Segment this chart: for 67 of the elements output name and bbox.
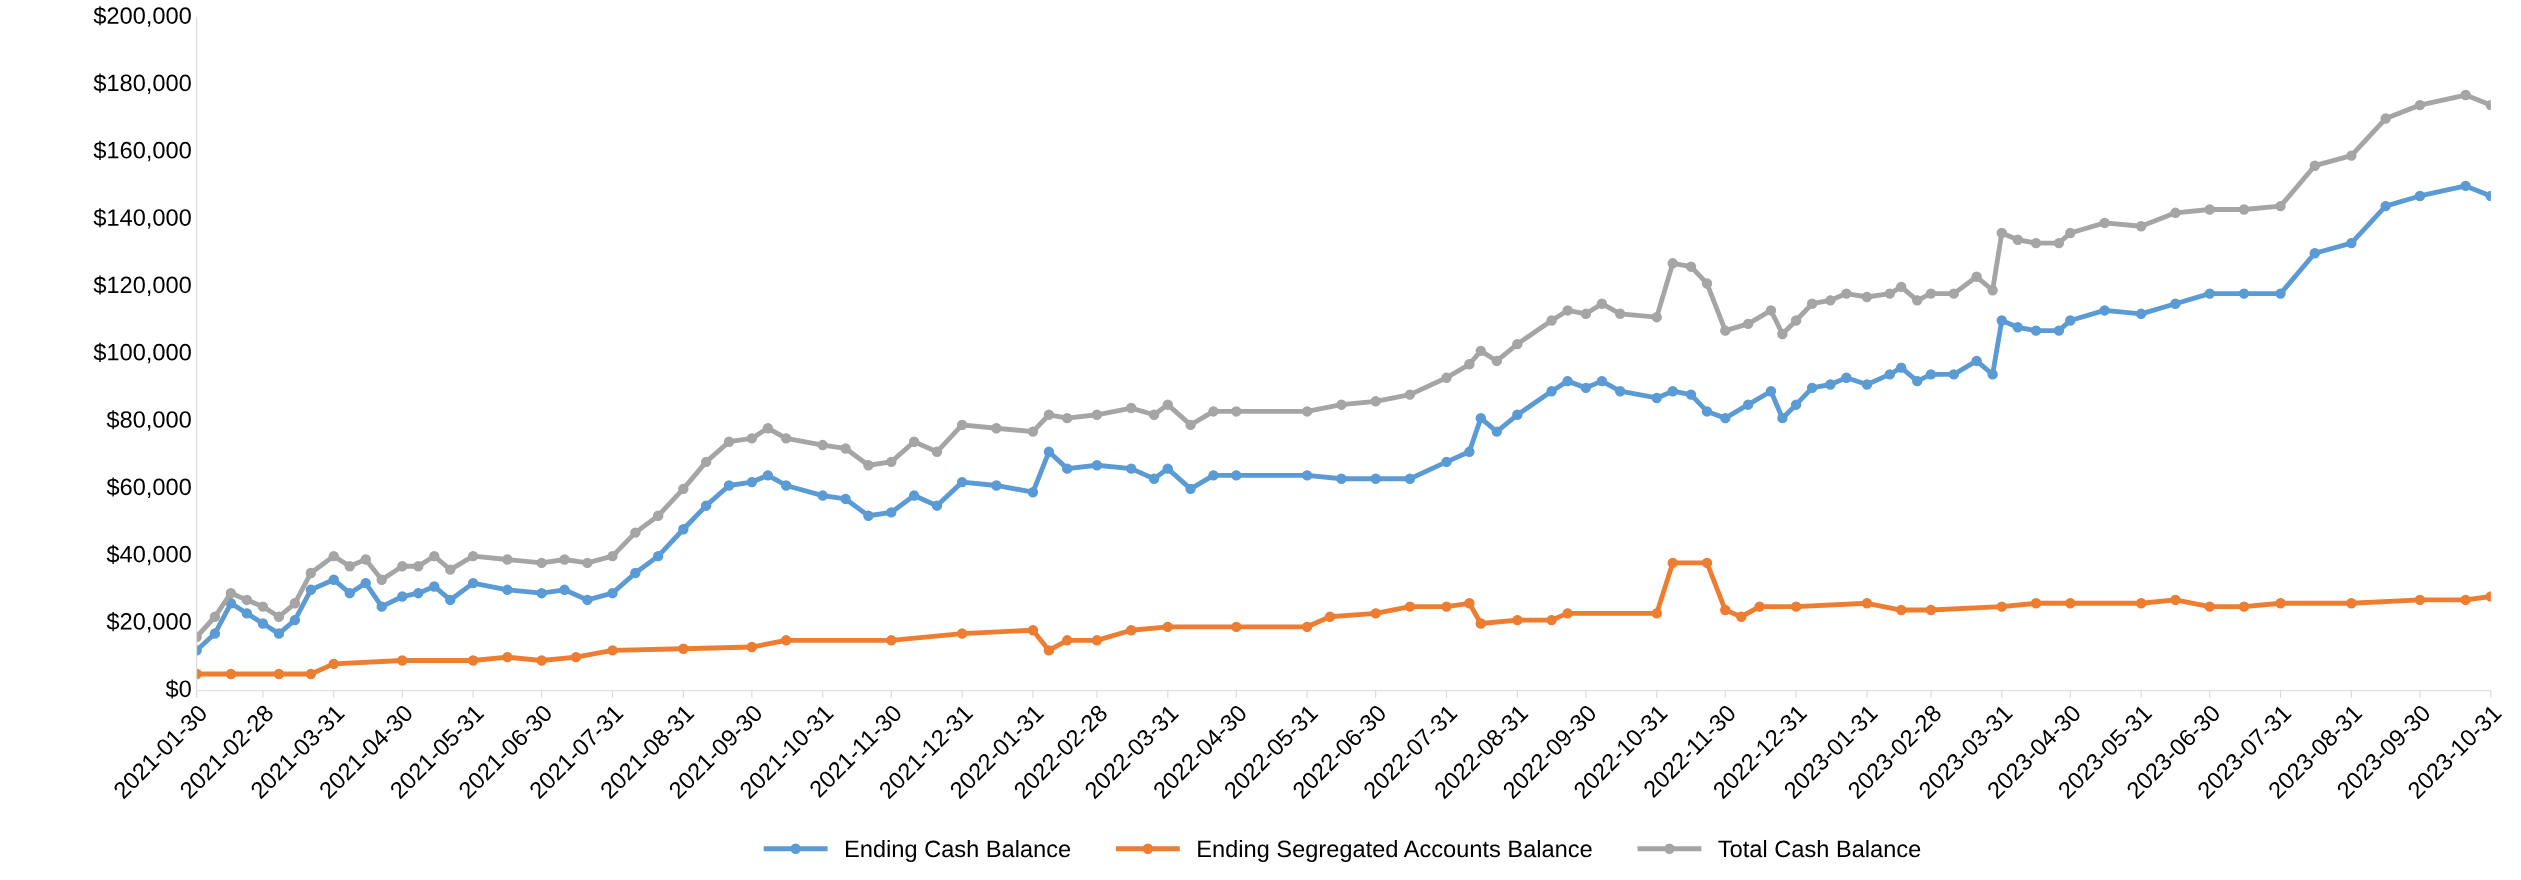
point <box>570 651 582 663</box>
point <box>1896 604 1907 616</box>
legend-label: Ending Segregated Accounts Balance <box>1198 839 1592 862</box>
point <box>225 668 237 680</box>
point <box>328 658 339 670</box>
point <box>2065 598 2076 609</box>
y-tick-label: $140,000 <box>93 208 191 229</box>
point <box>1754 601 1765 612</box>
point <box>397 655 408 666</box>
point <box>1301 621 1313 633</box>
point <box>273 668 285 680</box>
point <box>780 635 792 646</box>
y-tick-label: $180,000 <box>93 73 191 95</box>
point <box>2030 598 2042 609</box>
point <box>678 643 689 654</box>
point <box>956 628 968 639</box>
point <box>467 655 479 666</box>
point <box>1701 557 1713 569</box>
y-tick-label: $160,000 <box>93 140 191 162</box>
point <box>1091 635 1103 646</box>
point <box>1475 618 1487 629</box>
point <box>1324 611 1336 622</box>
y-tick-label: $80,000 <box>106 410 191 431</box>
point <box>1441 601 1452 612</box>
point <box>1062 635 1073 646</box>
point <box>1861 598 1873 609</box>
y-tick-label: $120,000 <box>93 275 191 297</box>
point <box>746 641 758 653</box>
point <box>1667 557 1678 569</box>
point <box>1651 608 1662 619</box>
point <box>1925 604 1937 616</box>
point <box>1027 625 1039 636</box>
point <box>1370 608 1381 619</box>
point <box>1562 608 1573 619</box>
point <box>1404 601 1416 612</box>
y-tick-label: $100,000 <box>93 342 191 364</box>
point <box>536 655 547 666</box>
point <box>2346 598 2357 609</box>
point <box>1125 625 1137 636</box>
point <box>1736 611 1747 622</box>
point <box>1546 614 1557 626</box>
point <box>1790 601 1802 612</box>
point <box>1231 621 1242 633</box>
point <box>607 645 618 656</box>
y-tick-label: $0 <box>165 679 191 699</box>
point <box>305 668 317 680</box>
point <box>1464 598 1475 609</box>
y-tick-label: $40,000 <box>106 544 191 566</box>
point <box>502 651 513 663</box>
point <box>1720 604 1731 616</box>
legend-label: Ending Cash Balance <box>846 839 1071 862</box>
point <box>1043 645 1055 656</box>
point <box>2204 601 2215 612</box>
y-tick-label: $20,000 <box>106 612 191 633</box>
point <box>2460 594 2471 606</box>
point <box>1996 601 2007 612</box>
y-tick-label: $200,000 <box>93 6 191 27</box>
point <box>1512 614 1523 626</box>
y-tick-label: $60,000 <box>106 477 191 498</box>
point <box>1162 621 1173 633</box>
point <box>886 635 897 646</box>
point <box>2135 598 2147 609</box>
point <box>2170 594 2181 606</box>
point <box>2414 594 2426 606</box>
point <box>2238 601 2250 612</box>
point <box>2275 598 2286 609</box>
legend-label: Total Cash Balance <box>1718 839 1921 858</box>
